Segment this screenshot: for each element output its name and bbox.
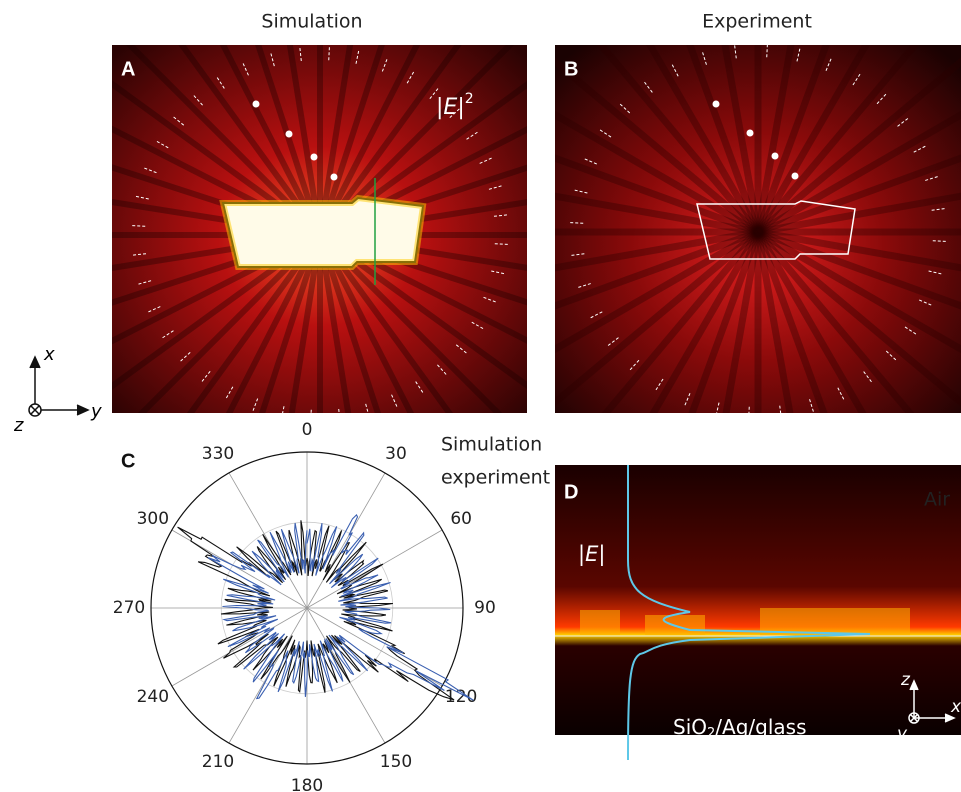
angle-label: 0: [302, 420, 313, 440]
angle-label: 60: [450, 509, 472, 529]
angle-label: 90: [474, 598, 496, 618]
panel-label: C: [121, 450, 135, 472]
angle-label: 210: [202, 752, 234, 772]
sub: SiO: [673, 715, 707, 739]
panel-label: A: [121, 58, 135, 80]
angle-label: 300: [137, 509, 169, 529]
substrate-label: SiO2/Ag/glass: [673, 715, 806, 741]
angle-label: 240: [137, 687, 169, 707]
axis-y: y: [90, 401, 102, 422]
spoke: [229, 473, 307, 608]
axis-z: z: [13, 415, 24, 436]
angle-label: 330: [202, 444, 234, 464]
panel-label: B: [564, 58, 578, 80]
legend-entry: experiment: [441, 467, 550, 489]
antenna-sim: [223, 198, 423, 267]
field: |E|: [436, 95, 465, 120]
axes-glyph: [29, 357, 88, 416]
field-label: |E|: [578, 542, 605, 567]
axis-x: x: [950, 697, 961, 717]
angle-label: 30: [385, 444, 407, 464]
axis-x: x: [43, 344, 55, 365]
sub: 2: [707, 726, 715, 741]
sub: /Ag/glass: [715, 715, 806, 739]
figure: Simulation Experiment A B |E|2 x y z 030…: [0, 0, 961, 792]
exponent: 2: [465, 91, 474, 107]
axis-y: y: [896, 724, 908, 744]
panel-label: D: [564, 481, 578, 503]
column-title: Simulation: [261, 11, 362, 33]
panel-d-map: [555, 465, 961, 735]
axis-z: z: [900, 670, 911, 690]
column-title: Experiment: [702, 11, 812, 33]
polar-plot: 0306090120150180210240270300330: [113, 420, 496, 792]
angle-label: 270: [113, 598, 145, 618]
medium-label: Air: [924, 489, 950, 511]
angle-label: 180: [291, 776, 323, 792]
angle-label: 150: [380, 752, 412, 772]
legend-entry: Simulation: [441, 434, 542, 456]
